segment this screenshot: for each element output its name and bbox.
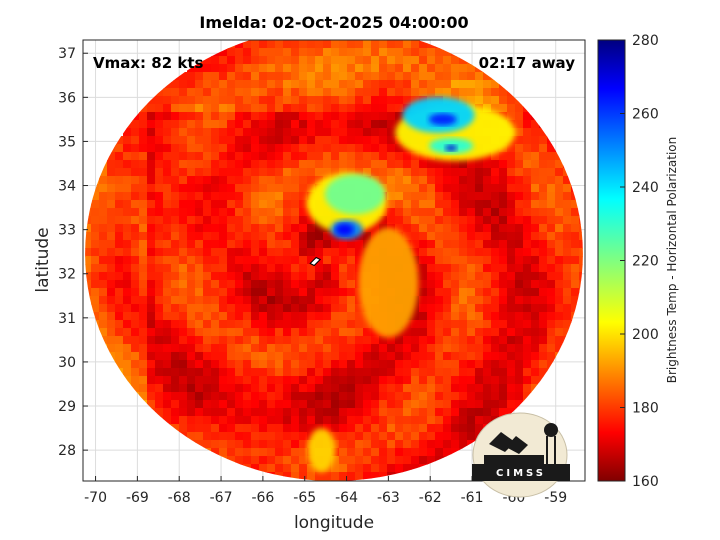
y-tick-label-5: 33 xyxy=(58,223,76,239)
y-tick-label-3: 31 xyxy=(58,311,76,327)
cold-core-red xyxy=(335,223,354,236)
x-tick-label-4: -66 xyxy=(251,490,274,506)
storm-center-marker xyxy=(309,256,322,267)
colorbar-tick-label-6: 280 xyxy=(632,33,659,49)
colorbar-tick-label-0: 160 xyxy=(632,474,659,490)
colorbar-ticks: 160 180 200 220 240 260 280 xyxy=(620,33,659,490)
x-tick-label-2: -68 xyxy=(168,490,191,506)
time-away-annotation: 02:17 away xyxy=(479,54,576,72)
brightness-temp-swath xyxy=(85,40,583,481)
colorbar-tick-label-5: 260 xyxy=(632,107,659,123)
y-tick-label-0: 28 xyxy=(58,443,76,459)
y-axis-ticks: 28 29 30 31 32 33 34 35 36 37 xyxy=(58,46,88,459)
x-axis-ticks: -70 -69 -68 -67 -66 -65 -64 -63 -62 -61 -60 -59 xyxy=(84,476,567,506)
x-tick-label-9: -61 xyxy=(461,490,484,506)
y-axis-label: latitude xyxy=(33,227,53,292)
y-tick-label-9: 37 xyxy=(58,46,76,62)
x-tick-label-7: -63 xyxy=(377,490,400,506)
convection-features xyxy=(306,96,516,473)
colorbar-tick-label-1: 180 xyxy=(632,401,659,417)
y-tick-label-4: 32 xyxy=(58,267,76,283)
x-tick-label-8: -62 xyxy=(419,490,442,506)
x-tick-label-0: -70 xyxy=(84,490,107,506)
y-tick-label-2: 30 xyxy=(58,355,76,371)
x-axis-label: longitude xyxy=(294,513,374,533)
cold-core-northeast-red xyxy=(428,113,457,126)
plot-border xyxy=(82,39,586,482)
y-tick-label-8: 36 xyxy=(58,90,76,106)
colorbar-tick-label-2: 200 xyxy=(632,327,659,343)
colorbar-tick-label-4: 240 xyxy=(632,180,659,196)
cold-feature-0 xyxy=(324,174,385,215)
logo-text: CIMSS xyxy=(496,468,546,479)
chart-title: Imelda: 02-Oct-2025 04:00:00 xyxy=(199,13,468,32)
cimss-logo: CIMSS xyxy=(472,412,570,498)
y-tick-label-6: 34 xyxy=(58,179,76,195)
cyan-band-east xyxy=(358,227,419,338)
x-tick-label-6: -64 xyxy=(335,490,358,506)
y-tick-label-7: 35 xyxy=(58,134,76,150)
cyan-band-south xyxy=(307,428,336,473)
x-tick-label-1: -69 xyxy=(126,490,149,506)
vmax-annotation: Vmax: 82 kts xyxy=(93,54,203,72)
x-tick-label-3: -67 xyxy=(210,490,233,506)
x-tick-label-5: -65 xyxy=(293,490,316,506)
colorbar-label: Brightness Temp - Horizontal Polarizatio… xyxy=(665,137,679,384)
cold-core-northeast-dark xyxy=(445,145,458,152)
y-tick-label-1: 29 xyxy=(58,399,76,415)
x-tick-label-11: -59 xyxy=(544,490,567,506)
colorbar-tick-label-3: 220 xyxy=(632,254,659,270)
